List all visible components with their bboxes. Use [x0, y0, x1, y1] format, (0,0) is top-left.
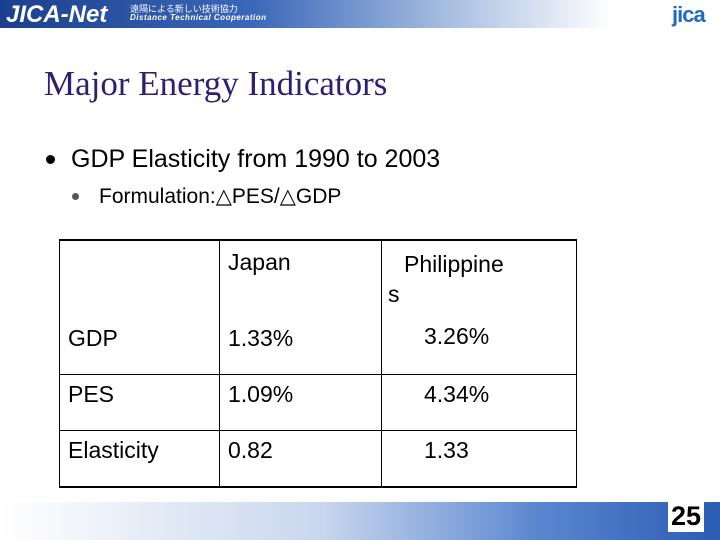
logo-subtitle: Distance Technical Cooperation — [130, 13, 267, 22]
bullet-dot-icon — [46, 155, 55, 164]
footer-band — [0, 502, 720, 540]
bullet-dot-icon — [72, 193, 79, 200]
row-label: GDP — [59, 319, 220, 375]
cell-japan: 1.33% — [219, 319, 382, 375]
logo-japanese-text: 遠隔による新しい技術協力 — [130, 5, 238, 15]
bullet-text: Formulation:△PES/△GDP — [99, 185, 342, 208]
cell-japan: 0.82 — [219, 430, 382, 488]
table-header-cell — [59, 239, 220, 319]
slide-title: Major Energy Indicators — [44, 64, 388, 103]
table-header-row: Japan Philippine s — [59, 239, 577, 319]
cell-philippines: 1.33 — [381, 430, 577, 488]
header-philippines-line2: s — [388, 281, 400, 307]
page-number: 25 — [668, 500, 705, 532]
header-band: JICA-Net 遠隔による新しい技術協力 Distance Technical… — [0, 0, 720, 28]
energy-indicators-table: Japan Philippine s GDP 1.33% 3.26% PES 1… — [59, 239, 577, 488]
table-header-japan: Japan — [219, 239, 382, 319]
jica-corner-logo: jica — [672, 2, 706, 27]
table-header-philippines: Philippine s — [381, 239, 577, 319]
bullet-text: GDP Elasticity from 1990 to 2003 — [71, 145, 441, 173]
cell-philippines: 4.34% — [381, 374, 577, 431]
jica-net-logo: JICA-Net — [6, 1, 108, 28]
table-row: GDP 1.33% 3.26% — [59, 319, 577, 375]
table-row: PES 1.09% 4.34% — [59, 374, 577, 431]
table-row: Elasticity 0.82 1.33 — [59, 430, 577, 488]
cell-japan: 1.09% — [219, 374, 382, 431]
row-label: Elasticity — [59, 430, 220, 488]
cell-philippines: 3.26% — [381, 319, 577, 375]
row-label: PES — [59, 374, 220, 431]
header-philippines-line1: Philippine — [404, 251, 504, 277]
